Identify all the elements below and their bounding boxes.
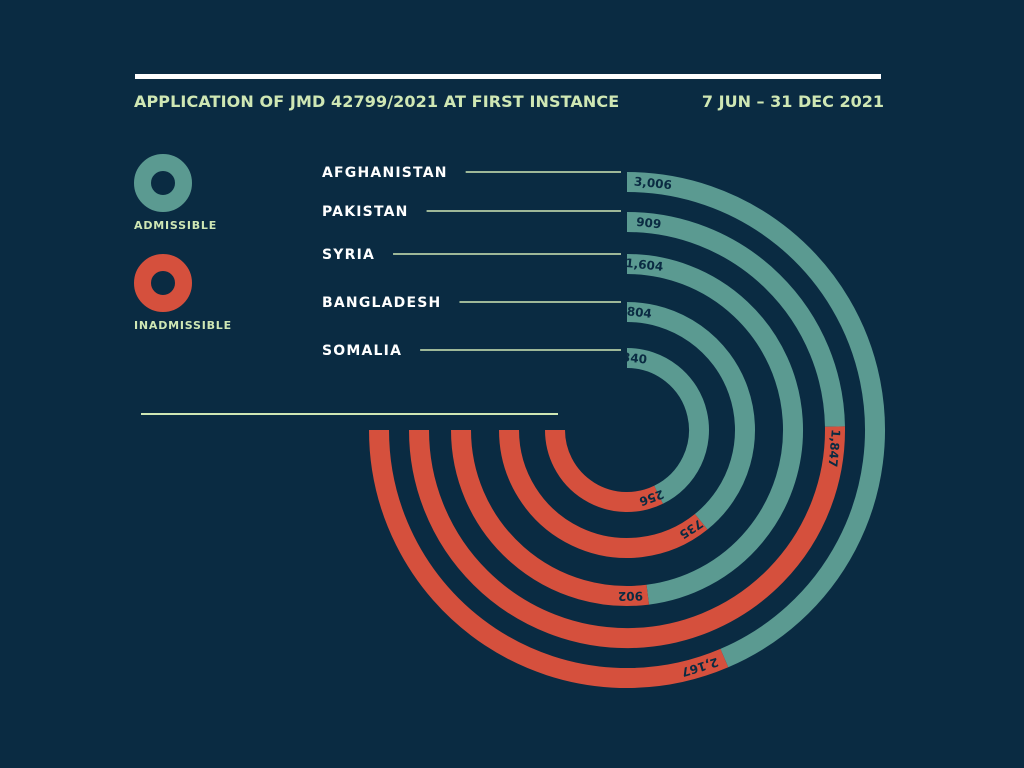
country-label-syria: SYRIA — [322, 247, 375, 263]
inadmissible-value-syria: 902 — [618, 589, 643, 604]
inadmissible-arc-somalia — [545, 429, 663, 512]
admissible-arc-syria — [626, 254, 803, 605]
admissible-arc-bangladesh — [626, 302, 755, 530]
date-range: 7 JUN – 31 DEC 2021 — [701, 92, 884, 111]
chart-title: APPLICATION OF JMD 42799/2021 AT FIRST I… — [134, 92, 620, 111]
admissible-legend-label: ADMISSIBLE — [134, 219, 218, 232]
inadmissible-arc-afghanistan — [369, 429, 729, 688]
country-label-pakistan: PAKISTAN — [322, 204, 409, 220]
inadmissible-legend-icon — [134, 254, 192, 312]
country-label-somalia: SOMALIA — [322, 343, 402, 359]
admissible-value-bangladesh: 804 — [626, 304, 652, 321]
top-rule — [135, 74, 881, 79]
admissible-arc-somalia — [626, 348, 709, 504]
admissible-value-somalia: 340 — [621, 350, 647, 367]
inadmissible-value-pakistan: 1,847 — [826, 429, 843, 468]
inadmissible-legend-label: INADMISSIBLE — [134, 319, 232, 332]
country-label-afghanistan: AFGHANISTAN — [322, 165, 448, 181]
admissible-legend-icon — [134, 154, 192, 212]
inadmissible-arc-syria — [451, 429, 650, 606]
admissible-arc-pakistan — [626, 212, 845, 427]
admissible-value-syria: 1,604 — [625, 256, 664, 274]
admissible-arc-afghanistan — [626, 172, 885, 668]
admissible-value-pakistan: 909 — [636, 215, 662, 232]
inadmissible-arc-bangladesh — [499, 429, 708, 558]
inadmissible-arc-pakistan — [409, 426, 845, 649]
country-label-bangladesh: BANGLADESH — [322, 295, 441, 311]
admissible-value-afghanistan: 3,006 — [633, 174, 672, 192]
